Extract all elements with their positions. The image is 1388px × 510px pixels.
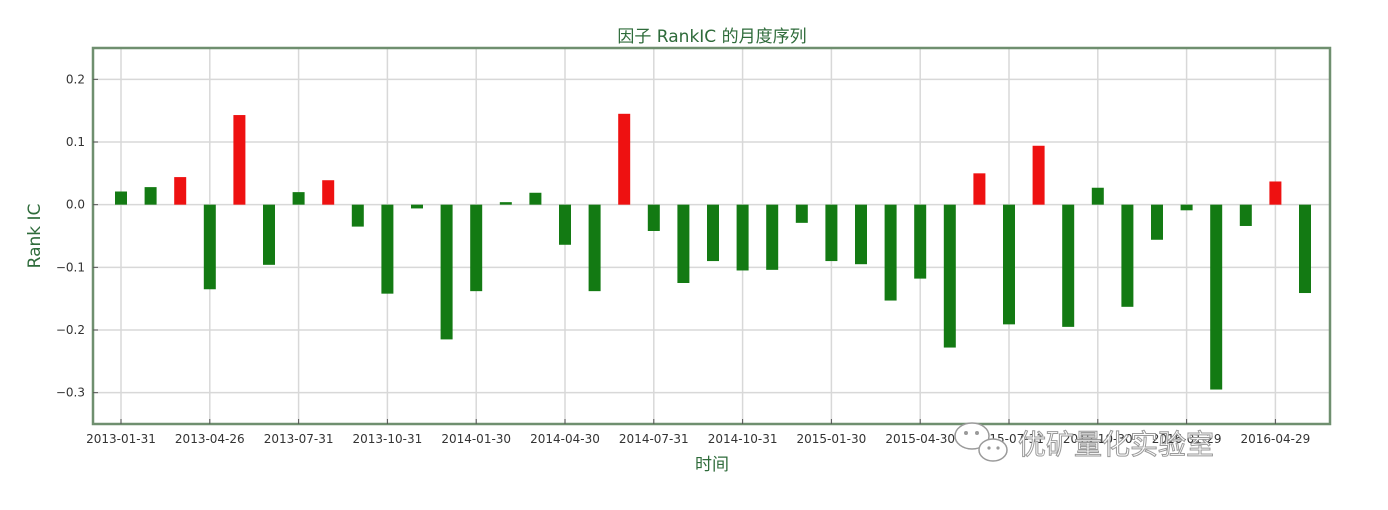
bar: [707, 204, 719, 262]
bar: [855, 204, 867, 265]
bar: [1239, 204, 1252, 226]
x-tick-label: 2013-01-31: [86, 432, 156, 446]
y-tick-label: −0.2: [56, 323, 85, 337]
bar: [499, 202, 512, 205]
x-tick-label: 2016-01-29: [1152, 432, 1222, 446]
x-tick-label: 2015-01-30: [797, 432, 867, 446]
bar: [1062, 204, 1075, 327]
y-tick-label: 0.2: [66, 72, 85, 86]
bar: [1003, 204, 1015, 325]
x-tick-label: 2013-04-26: [175, 432, 245, 446]
x-tick-label: 2014-10-31: [708, 432, 778, 446]
bar: [588, 204, 601, 292]
y-tick-label: −0.3: [56, 386, 85, 400]
bar: [1151, 204, 1163, 240]
bar: [233, 115, 246, 205]
bar: [351, 204, 364, 227]
bar: [440, 204, 453, 340]
x-tick-label: 2013-07-31: [264, 432, 334, 446]
bar: [263, 204, 275, 265]
y-tick-label: 0.1: [66, 135, 85, 149]
y-axis-label: Rank IC: [25, 204, 45, 269]
bar: [529, 192, 542, 205]
bar: [1032, 145, 1045, 205]
watermark: 优矿量化实验室: [954, 422, 1215, 462]
x-tick-label: 2014-01-30: [441, 432, 511, 446]
bar: [1121, 204, 1134, 307]
chart-title: 因子 RankIC 的月度序列: [617, 27, 806, 47]
bars: [115, 113, 1311, 390]
bar: [1180, 204, 1193, 211]
bar: [825, 204, 838, 262]
bar: [322, 180, 335, 205]
bar: [292, 192, 305, 205]
bar: [914, 204, 927, 279]
bar: [203, 204, 216, 290]
x-tick-label: 2014-04-30: [530, 432, 600, 446]
bar: [736, 204, 749, 271]
bar: [1299, 204, 1311, 294]
x-tick-label: 2014-07-31: [619, 432, 689, 446]
axis-ticks: 0.2 0.1 0.0 −0.1 −0.2 −0.3 2013-01-31 2013-04-2…: [56, 72, 1310, 446]
bar: [115, 191, 127, 205]
bar: [411, 204, 423, 209]
bar: [144, 187, 157, 205]
plot-frame: [91, 46, 1332, 426]
x-tick-label: 2015-04-30: [885, 432, 955, 446]
bar: [766, 204, 779, 270]
bar: [647, 204, 660, 231]
bar: [795, 204, 808, 223]
y-tick-label: −0.1: [56, 260, 85, 274]
bar: [1269, 181, 1282, 205]
bar: [174, 177, 187, 205]
x-axis-label: 时间: [695, 455, 729, 475]
x-tick-label: 2015-10-30: [1063, 432, 1133, 446]
bar: [470, 204, 483, 292]
x-tick-label: 2013-10-31: [353, 432, 423, 446]
bar: [1210, 204, 1223, 390]
bar: [618, 113, 631, 205]
bar: [943, 204, 956, 348]
y-tick-label: 0.0: [66, 198, 85, 212]
bar: [973, 173, 986, 205]
bar: [677, 204, 690, 283]
bar: [559, 204, 571, 245]
bar: [381, 204, 394, 294]
bar: [1091, 187, 1104, 205]
x-tick-label: 2016-04-29: [1241, 432, 1311, 446]
bar: [884, 204, 897, 301]
wechat-icon: [954, 422, 1008, 462]
watermark-text: 优矿量化实验室: [1018, 428, 1214, 461]
